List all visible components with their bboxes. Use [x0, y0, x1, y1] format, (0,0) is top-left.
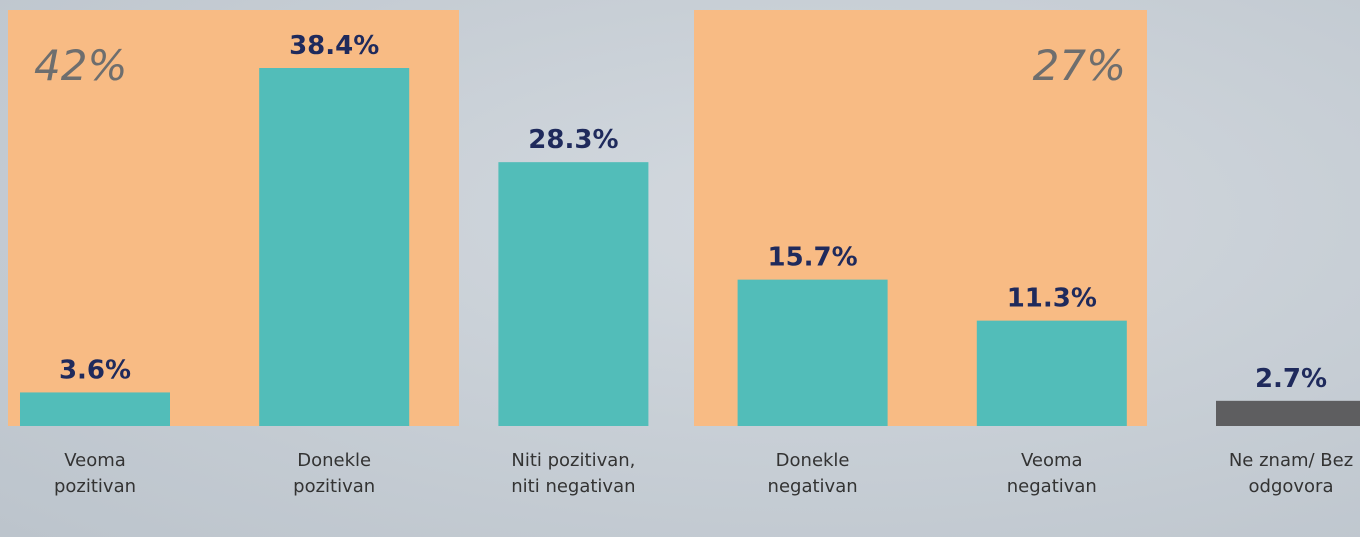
- annotation: 27%: [1033, 41, 1126, 90]
- value-label: 28.3%: [528, 125, 618, 155]
- value-label: 38.4%: [289, 31, 379, 61]
- value-label: 11.3%: [1007, 284, 1097, 314]
- bar: [1216, 400, 1360, 426]
- x-tick-label: Niti pozitivan, niti negativan: [511, 450, 636, 497]
- value-label: 15.7%: [767, 243, 857, 273]
- bar: [20, 392, 170, 426]
- x-tick-label: Donekle pozitivan: [293, 450, 376, 497]
- bar: [737, 279, 888, 426]
- bar: [976, 320, 1127, 426]
- value-label: 2.7%: [1255, 364, 1327, 394]
- annotation: 42%: [34, 41, 127, 90]
- x-tick-label: Ne znam/ Bez odgovora: [1228, 450, 1354, 497]
- x-tick-label: Veoma negativan: [1006, 450, 1097, 497]
- bar: [498, 162, 649, 427]
- value-label: 3.6%: [59, 355, 131, 385]
- x-tick-label: Veoma pozitivan: [53, 450, 137, 497]
- x-tick-label: Donekle negativan: [767, 450, 858, 497]
- bar: [259, 68, 410, 426]
